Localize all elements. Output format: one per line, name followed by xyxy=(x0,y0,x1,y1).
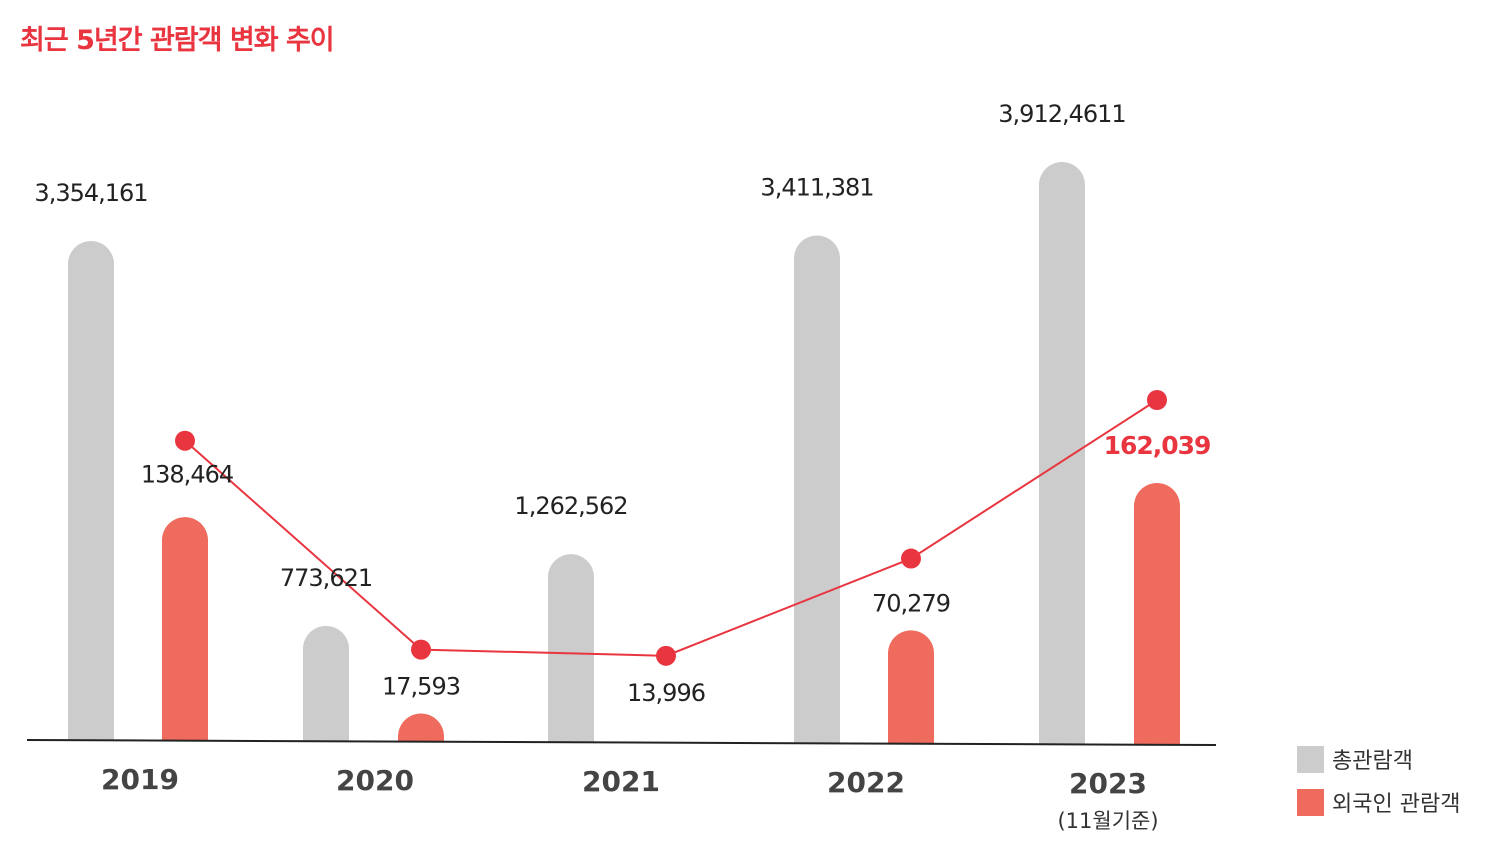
total-bar-2022 xyxy=(794,235,840,743)
total-value-label-2019: 3,354,161 xyxy=(34,179,147,207)
x-axis-line xyxy=(26,739,1217,746)
foreign-trend-point-2019 xyxy=(175,430,195,451)
x-tick-label-2023: 2023 xyxy=(1069,767,1147,800)
legend-swatch-total xyxy=(1297,745,1324,773)
x-tick-label-2021: 2021 xyxy=(582,765,660,798)
foreign-trend-point-2022 xyxy=(901,548,921,569)
foreign-value-label-2022: 70,279 xyxy=(872,590,950,618)
foreign-bar-2023 xyxy=(1134,483,1180,745)
foreign-value-label-2020: 17,593 xyxy=(382,673,460,701)
foreign-value-label-2019: 138,464 xyxy=(141,461,233,489)
legend-swatch-foreign xyxy=(1297,788,1324,816)
foreign-value-label-2021: 13,996 xyxy=(627,679,705,707)
x-tick-label-2022: 2022 xyxy=(827,766,905,799)
total-bar-2023 xyxy=(1039,162,1085,744)
total-bar-2021 xyxy=(548,554,594,742)
foreign-trend-point-2023 xyxy=(1147,390,1167,410)
total-bar-2020 xyxy=(303,625,349,741)
foreign-value-label-2023: 162,039 xyxy=(1104,431,1211,460)
total-value-label-2020: 773,621 xyxy=(280,564,372,592)
legend-item-total: 총관람객 xyxy=(1297,743,1413,775)
total-value-label-2023: 3,912,4611 xyxy=(998,100,1125,128)
foreign-bar-2022 xyxy=(888,630,934,744)
x-tick-label-2020: 2020 xyxy=(336,764,414,797)
total-value-label-2021: 1,262,562 xyxy=(514,492,627,520)
foreign-trend-line xyxy=(184,399,1158,657)
x-tick-note-2023: (11월기준) xyxy=(1057,809,1158,833)
foreign-trend-point-2020 xyxy=(411,639,431,660)
foreign-bar-2019 xyxy=(162,517,208,741)
foreign-bar-2020 xyxy=(398,713,444,742)
total-value-label-2022: 3,411,381 xyxy=(760,174,873,202)
total-bar-2019 xyxy=(68,241,114,740)
chart-title: 최근 5년간 관람객 변화 추이 xyxy=(20,25,335,56)
legend-label-total: 총관람객 xyxy=(1332,749,1413,774)
x-tick-label-2019: 2019 xyxy=(101,763,179,796)
legend-item-foreign: 외국인 관람객 xyxy=(1297,786,1460,818)
foreign-trend-point-2021 xyxy=(656,645,676,666)
legend-label-foreign: 외국인 관람객 xyxy=(1332,792,1461,817)
